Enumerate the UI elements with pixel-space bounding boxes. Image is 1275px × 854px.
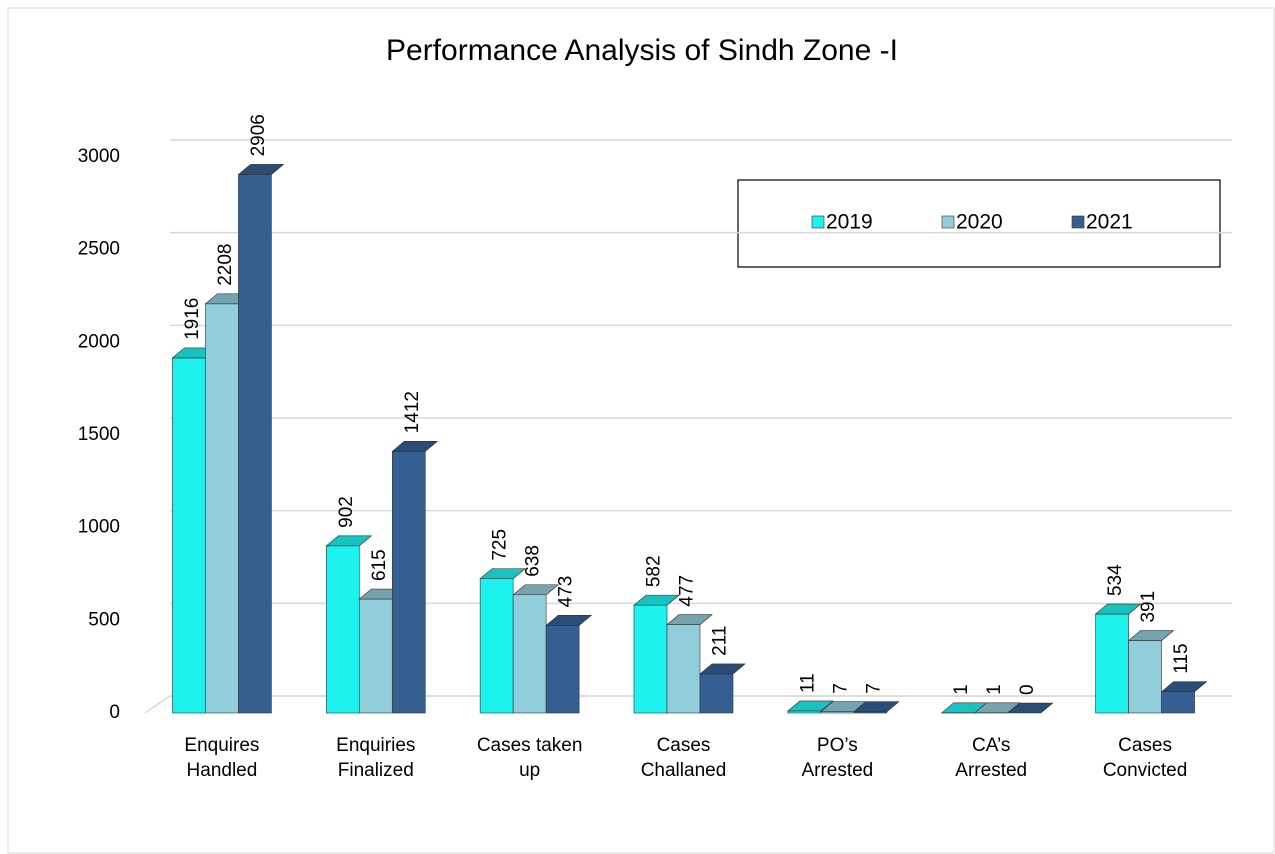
data-label: 473	[556, 576, 577, 608]
y-tick-label: 2000	[78, 331, 120, 352]
bar-top	[479, 568, 526, 579]
x-tick-label: Handled	[187, 760, 258, 781]
bar-front	[666, 624, 701, 714]
y-tick-label: 3000	[78, 146, 120, 167]
data-label: 1	[984, 684, 1005, 695]
data-label: 615	[369, 549, 390, 581]
y-tick-label: 500	[88, 609, 120, 630]
bar-top	[787, 700, 834, 712]
bar-top	[1160, 681, 1208, 692]
bar-front	[512, 594, 547, 714]
bar-front	[1095, 613, 1129, 714]
legend-swatch	[941, 215, 955, 229]
data-label: 638	[523, 545, 544, 577]
data-label: 1	[951, 684, 972, 695]
chart-title: Performance Analysis of Sindh Zone -I	[386, 34, 898, 67]
x-tick-label: Enquiries	[336, 735, 415, 756]
data-label: 2208	[215, 244, 236, 286]
y-tick-label: 0	[109, 702, 120, 723]
data-label: 477	[677, 575, 698, 607]
x-tick-label: Convicted	[1103, 760, 1188, 781]
data-label: 725	[490, 529, 511, 561]
bar-top	[853, 701, 900, 713]
data-label: 1916	[182, 298, 203, 340]
bar-front	[205, 303, 239, 714]
bar-top	[699, 663, 746, 675]
x-tick-label: Finalized	[338, 760, 414, 781]
bar-front	[391, 451, 426, 714]
floor	[144, 695, 1232, 714]
x-tick-label: Cases taken	[477, 735, 583, 756]
bar-front	[1161, 691, 1195, 714]
bar-top	[325, 535, 373, 547]
x-tick-label: up	[519, 760, 540, 781]
x-tick-label: Cases	[1118, 735, 1172, 756]
legend-label: 2021	[1086, 211, 1133, 234]
bar-top	[666, 614, 713, 625]
bar-front	[633, 604, 668, 714]
bar-front	[358, 598, 393, 714]
data-label: 211	[710, 626, 731, 656]
bar-front	[325, 545, 360, 714]
x-tick-label: Arrested	[801, 760, 873, 781]
bar-top	[545, 615, 592, 626]
y-tick-label: 1000	[78, 517, 120, 538]
bar-front	[699, 673, 734, 714]
bar-front	[545, 625, 580, 714]
y-tick-label: 1500	[78, 424, 120, 445]
x-tick-label: Cases	[657, 735, 711, 756]
bar-top	[391, 441, 439, 452]
data-label: 391	[1138, 591, 1159, 623]
bar-top	[633, 594, 680, 606]
x-tick-label: Challaned	[641, 760, 727, 781]
legend-label: 2019	[826, 211, 873, 234]
bar-top	[1006, 702, 1054, 714]
data-label: 115	[1171, 643, 1192, 673]
x-tick-label: CA’s	[972, 735, 1010, 756]
bar-front	[1128, 640, 1162, 714]
data-label: 2906	[248, 114, 269, 156]
data-label: 902	[336, 496, 357, 528]
bar-top	[1094, 603, 1142, 615]
data-label: 582	[644, 555, 665, 587]
bar-front	[172, 357, 206, 714]
x-tick-label: PO’s	[817, 735, 858, 756]
data-label: 0	[1017, 684, 1038, 695]
bar-front	[787, 710, 822, 714]
legend-swatch	[1071, 215, 1085, 229]
bar-front	[238, 174, 272, 714]
data-label: 7	[830, 683, 851, 694]
bar-top	[512, 584, 559, 596]
x-tick-label: Arrested	[955, 760, 1027, 781]
data-label: 1412	[402, 391, 423, 433]
data-label: 11	[797, 673, 818, 693]
bar-top	[1127, 630, 1175, 641]
legend-label: 2020	[956, 211, 1003, 234]
legend-swatch	[811, 215, 825, 229]
bar-front	[479, 578, 514, 714]
x-tick-label: Enquires	[184, 735, 259, 756]
data-label: 534	[1105, 564, 1126, 596]
y-tick-label: 2500	[78, 239, 120, 260]
data-label: 7	[863, 683, 884, 694]
bar-top	[237, 164, 285, 175]
